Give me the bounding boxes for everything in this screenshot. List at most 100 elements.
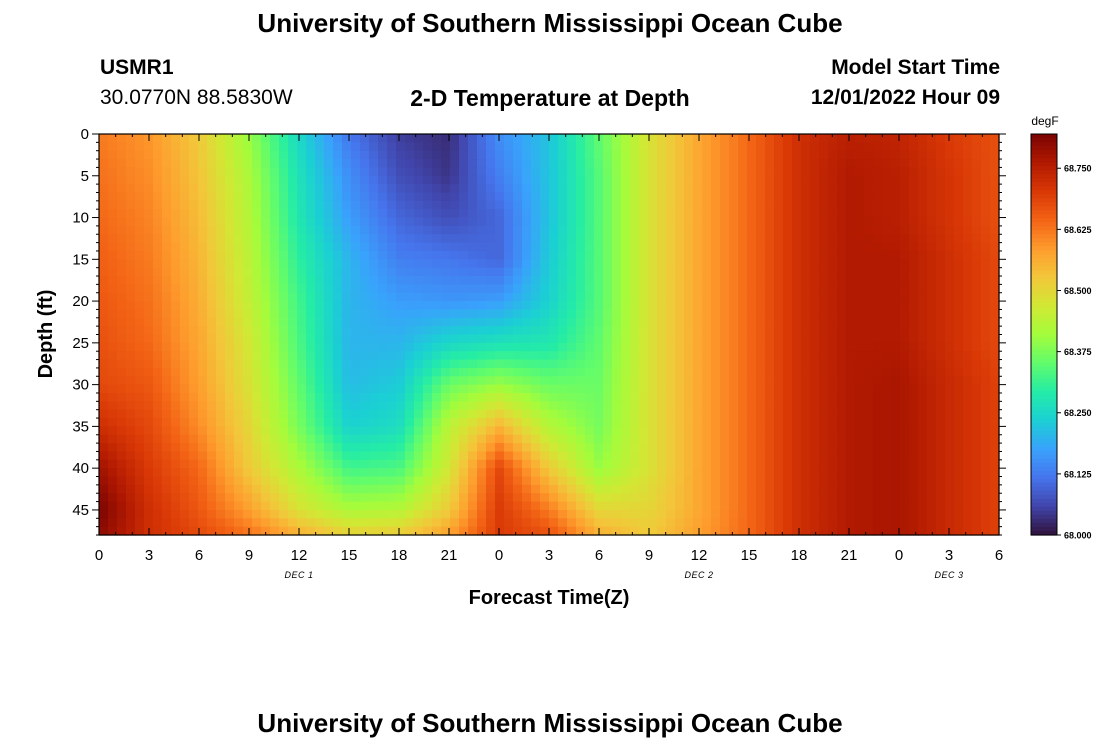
heatmap-cell [126, 242, 136, 252]
heatmap-cell [369, 192, 379, 202]
heatmap-cell [936, 384, 946, 394]
heatmap-cell [495, 418, 505, 427]
heatmap-cell [423, 184, 433, 194]
heatmap-cell [414, 518, 424, 528]
heatmap-cell [531, 367, 541, 377]
heatmap-cell [900, 192, 910, 202]
heatmap-cell [900, 501, 910, 511]
heatmap-cell [342, 276, 352, 285]
heatmap-cell [162, 526, 172, 536]
heatmap-cell [99, 309, 109, 319]
heatmap-cell [756, 134, 766, 143]
heatmap-cell [252, 317, 262, 327]
heatmap-cell [225, 217, 235, 227]
heatmap-cell [855, 518, 865, 528]
heatmap-cell [171, 418, 181, 427]
heatmap-cell [864, 225, 874, 235]
heatmap-cell [873, 509, 883, 519]
heatmap-cell [720, 443, 730, 453]
heatmap-cell [855, 284, 865, 294]
heatmap-cell [900, 484, 910, 494]
heatmap-cell [153, 401, 163, 411]
heatmap-cell [963, 134, 973, 143]
heatmap-cell [693, 401, 703, 411]
heatmap-cell [855, 409, 865, 419]
heatmap-cell [540, 209, 550, 219]
heatmap-cell [513, 217, 523, 227]
heatmap-cell [342, 468, 352, 478]
heatmap-cell [396, 434, 406, 444]
heatmap-cell [684, 225, 694, 235]
heatmap-cell [630, 426, 640, 436]
heatmap-cell [432, 342, 442, 352]
heatmap-cell [126, 418, 136, 427]
heatmap-cell [387, 175, 397, 185]
heatmap-cell [810, 501, 820, 511]
heatmap-cell [882, 443, 892, 453]
heatmap-cell [216, 426, 226, 436]
heatmap-cell [144, 409, 154, 419]
heatmap-cell [450, 434, 460, 444]
heatmap-cell [801, 376, 811, 386]
heatmap-cell [864, 167, 874, 177]
heatmap-cell [108, 501, 118, 511]
heatmap-cell [486, 434, 496, 444]
heatmap-cell [351, 175, 361, 185]
heatmap-cell [594, 317, 604, 327]
heatmap-cell [432, 493, 442, 503]
heatmap-cell [963, 401, 973, 411]
heatmap-cell [459, 250, 469, 260]
heatmap-cell [909, 175, 919, 185]
heatmap-cell [405, 476, 415, 486]
heatmap-cell [549, 250, 559, 260]
heatmap-cell [540, 200, 550, 210]
heatmap-cell [540, 217, 550, 227]
heatmap-cell [117, 234, 127, 244]
heatmap-cell [450, 267, 460, 277]
heatmap-cell [918, 250, 928, 260]
heatmap-cell [639, 209, 649, 219]
heatmap-cell [693, 476, 703, 486]
heatmap-cell [918, 309, 928, 319]
heatmap-cell [135, 317, 145, 327]
heatmap-cell [810, 259, 820, 269]
heatmap-cell [540, 225, 550, 235]
heatmap-cell [765, 259, 775, 269]
heatmap-cell [954, 367, 964, 377]
heatmap-cell [702, 225, 712, 235]
heatmap-cell [396, 259, 406, 269]
heatmap-cell [927, 142, 937, 152]
heatmap-cell [621, 359, 631, 369]
heatmap-cell [369, 250, 379, 260]
heatmap-cell [882, 501, 892, 511]
heatmap-cell [864, 384, 874, 394]
heatmap-cell [369, 317, 379, 327]
heatmap-cell [306, 259, 316, 269]
heatmap-cell [657, 184, 667, 194]
heatmap-cell [423, 434, 433, 444]
heatmap-cell [261, 301, 271, 311]
heatmap-cell [450, 175, 460, 185]
heatmap-cell [693, 317, 703, 327]
heatmap-cell [378, 509, 388, 519]
heatmap-cell [675, 484, 685, 494]
heatmap-cell [963, 359, 973, 369]
heatmap-cell [333, 434, 343, 444]
heatmap-cell [387, 468, 397, 478]
heatmap-cell [477, 526, 487, 536]
heatmap-cell [621, 267, 631, 277]
heatmap-cell [801, 509, 811, 519]
heatmap-cell [342, 200, 352, 210]
heatmap-cell [990, 276, 1000, 285]
heatmap-cell [567, 392, 577, 402]
heatmap-cell [135, 242, 145, 252]
heatmap-cell [486, 367, 496, 377]
heatmap-cell [927, 468, 937, 478]
heatmap-cell [324, 301, 334, 311]
heatmap-cell [576, 351, 586, 361]
heatmap-cell [423, 468, 433, 478]
heatmap-cell [846, 301, 856, 311]
heatmap-cell [288, 418, 298, 427]
heatmap-cell [378, 167, 388, 177]
heatmap-cell [630, 192, 640, 202]
